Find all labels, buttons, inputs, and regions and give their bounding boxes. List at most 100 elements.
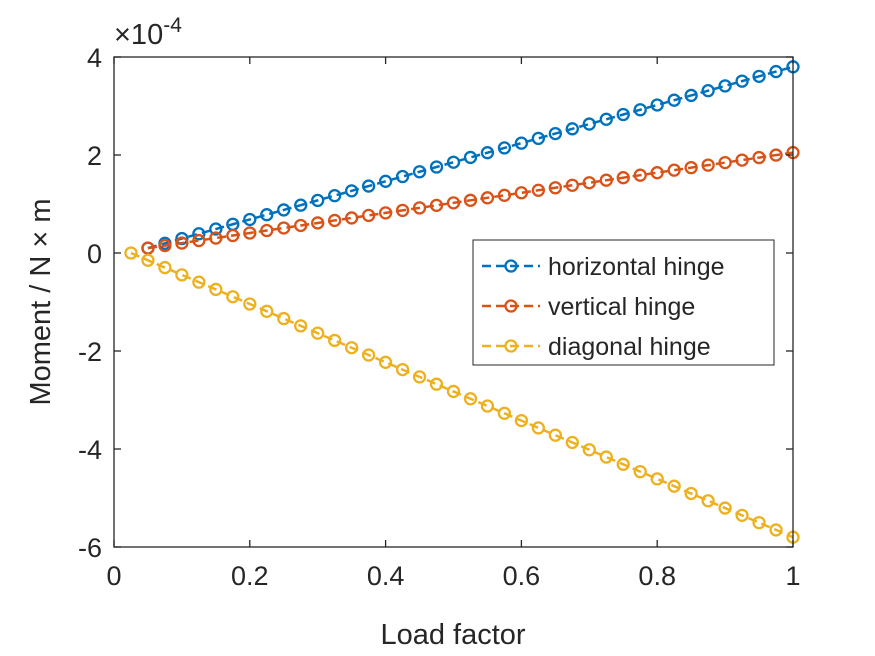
y-exponent-power: -4: [163, 14, 182, 37]
data-point: [294, 319, 308, 333]
data-point: [446, 384, 461, 399]
data-point: [294, 198, 308, 212]
data-point: [395, 362, 410, 377]
data-point: [752, 69, 766, 83]
data-point: [277, 311, 291, 326]
data-point: [260, 208, 274, 222]
data-point: [328, 188, 342, 203]
y-tick-label: 0: [87, 239, 102, 269]
data-point: [633, 464, 647, 479]
data-point: [718, 501, 732, 515]
data-point: [548, 126, 562, 141]
data-point: [684, 486, 698, 501]
data-point: [582, 443, 596, 457]
data-point: [395, 169, 410, 184]
data-point: [480, 191, 495, 205]
data-point: [514, 413, 529, 428]
legend-label: vertical hinge: [548, 293, 695, 321]
data-point: [667, 163, 681, 177]
data-point: [463, 150, 478, 165]
legend-marker: [504, 259, 518, 273]
y-tick-label: -6: [78, 533, 102, 563]
x-tick-label: 0: [106, 561, 121, 591]
data-point: [344, 184, 359, 198]
data-point: [548, 428, 562, 442]
legend-item: diagonal hinge: [482, 333, 711, 361]
data-point: [531, 131, 546, 146]
data-point: [497, 141, 512, 155]
data-point: [514, 136, 529, 150]
data-point: [718, 155, 732, 170]
data-point: [158, 260, 172, 275]
series-3: [124, 246, 800, 544]
series-line: [130, 251, 794, 539]
data-point: [582, 117, 596, 131]
data-point: [650, 98, 664, 112]
legend-entries: horizontal hinge vertical hinge diagonal h…: [482, 253, 725, 361]
data-point: [226, 228, 240, 243]
data-point: [769, 64, 783, 79]
data-point: [124, 246, 138, 260]
data-point: [718, 79, 732, 93]
y-exponent-base: ×10: [114, 19, 163, 51]
data-point: [582, 176, 596, 190]
data-point: [769, 523, 783, 537]
data-point: [531, 183, 546, 197]
data-point: [599, 450, 613, 464]
data-point: [412, 370, 427, 384]
x-axis-label: Load factor: [380, 619, 525, 651]
ticks-layer: 0 0.2 0.4 0.6 0.8 1 -6 -4 -2 0 2 4: [78, 43, 801, 591]
data-point: [412, 165, 427, 179]
data-point: [548, 181, 562, 195]
legend-label: horizontal hinge: [548, 253, 725, 281]
data-point: [616, 171, 630, 185]
data-point: [243, 297, 257, 311]
data-point: [684, 160, 698, 175]
y-tick-label: -2: [78, 337, 102, 367]
data-point: [209, 282, 223, 297]
plot-box: [113, 56, 794, 548]
data-point: [463, 193, 478, 207]
legend-box: [472, 239, 775, 366]
data-point: [328, 213, 342, 228]
data-point: [192, 275, 206, 289]
x-tick-label: 0.8: [638, 561, 676, 591]
data-point: [158, 238, 172, 253]
series-1: [141, 60, 800, 255]
data-point: [735, 74, 749, 88]
data-point: [192, 227, 206, 241]
data-point: [480, 146, 495, 160]
data-point: [735, 153, 749, 167]
data-point: [650, 472, 664, 486]
x-tick-label: 1: [785, 561, 800, 591]
data-point: [277, 221, 291, 235]
data-point: [344, 211, 359, 225]
legend-item: vertical hinge: [482, 293, 695, 321]
data-point: [260, 304, 274, 318]
data-point: [735, 508, 749, 522]
data-point: [684, 88, 698, 103]
data-point: [667, 93, 681, 107]
data-point: [175, 268, 189, 282]
data-point: [446, 155, 461, 169]
data-point: [209, 231, 223, 245]
x-tick-label: 0.2: [231, 561, 269, 591]
series-2: [141, 145, 800, 255]
data-point: [752, 515, 766, 530]
data-point: [701, 84, 715, 98]
data-point: [361, 208, 376, 223]
data-point: [378, 206, 393, 220]
y-tick-label: 2: [87, 141, 102, 171]
x-tick-label: 0.6: [503, 561, 541, 591]
data-point: [633, 168, 647, 182]
data-point: [429, 160, 444, 174]
legend-label: diagonal hinge: [548, 333, 711, 361]
legend-marker: [504, 339, 518, 353]
data-point: [633, 103, 647, 117]
data-point: [243, 226, 257, 240]
y-tick-label: 4: [87, 43, 102, 73]
data-point: [226, 290, 240, 304]
data-point: [311, 326, 325, 340]
data-point: [480, 399, 495, 413]
